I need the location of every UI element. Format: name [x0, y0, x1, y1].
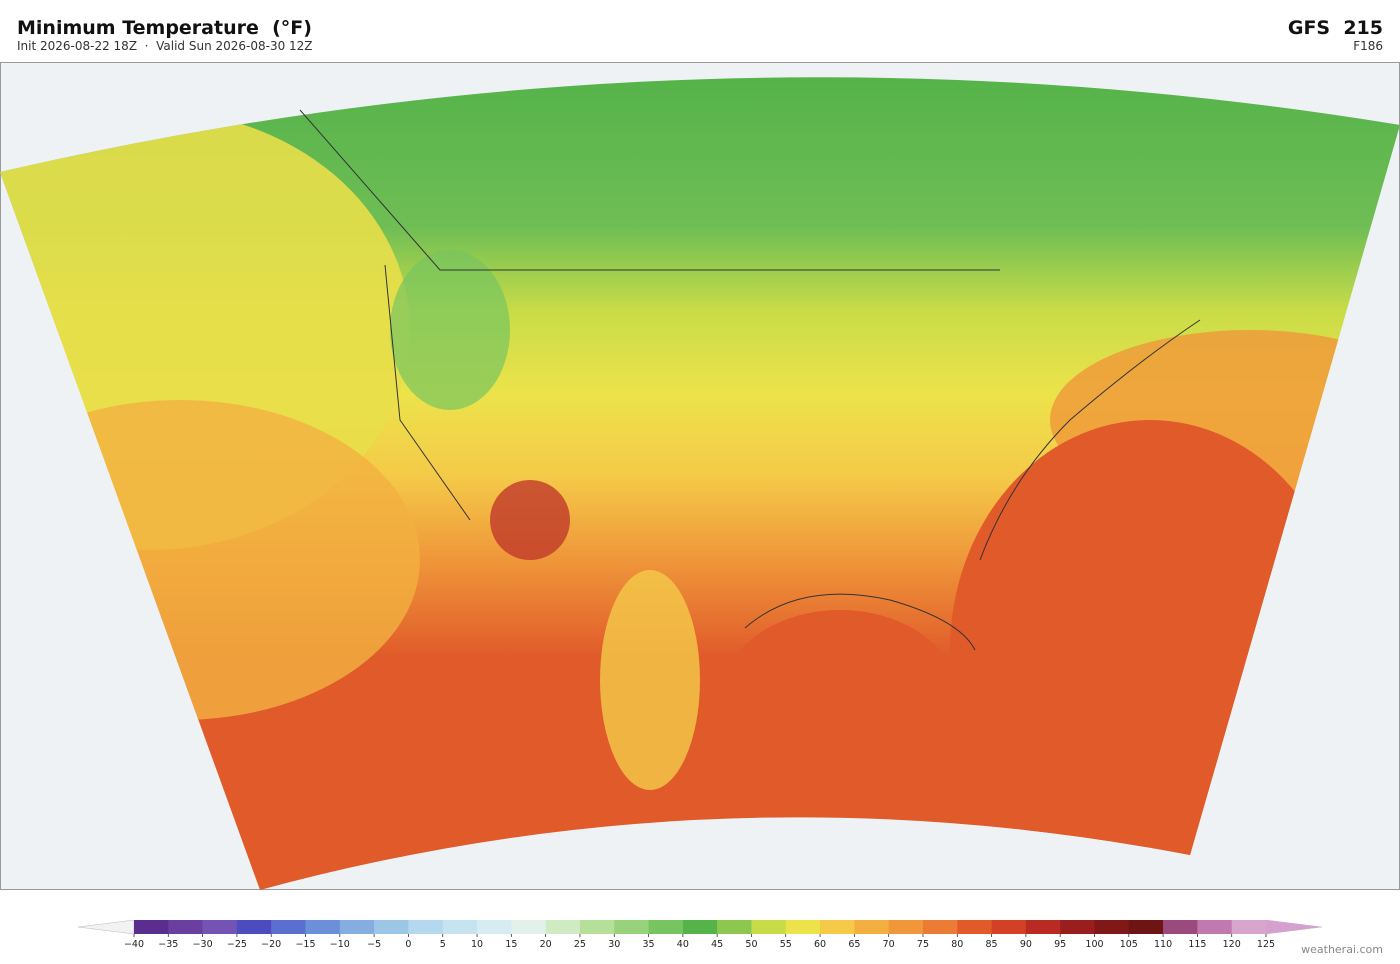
tick-label: 10 — [471, 939, 483, 950]
credit: weatherai.com — [1301, 943, 1383, 956]
tick-label: −15 — [295, 939, 315, 950]
over-triangle — [1265, 919, 1323, 935]
under-triangle — [77, 919, 135, 935]
tick-label: 40 — [677, 939, 689, 950]
color-bin — [717, 920, 752, 934]
tick-label: 80 — [951, 939, 963, 950]
color-bin — [511, 920, 546, 934]
tick-label: 60 — [814, 939, 826, 950]
color-bin — [785, 920, 821, 934]
color-bin — [477, 920, 512, 934]
color-bin — [888, 920, 924, 934]
color-bin — [408, 920, 444, 934]
color-bin — [545, 920, 581, 934]
tick-label: 65 — [848, 939, 860, 950]
color-bin — [271, 920, 306, 934]
tick-label: −10 — [330, 939, 350, 950]
color-bin — [751, 920, 787, 934]
color-bin — [579, 920, 615, 934]
tick-label: 25 — [574, 939, 586, 950]
color-bin — [1060, 920, 1095, 934]
color-bin — [134, 920, 169, 934]
tick-label: 100 — [1085, 939, 1103, 950]
color-bin — [442, 920, 478, 934]
color-bin — [236, 920, 272, 934]
tick-label: 75 — [917, 939, 929, 950]
tick-label: −25 — [227, 939, 247, 950]
color-bin — [374, 920, 409, 934]
tick-label: 70 — [883, 939, 895, 950]
tick-label: 0 — [405, 939, 411, 950]
tick-label: 110 — [1154, 939, 1172, 950]
tick-label: −30 — [193, 939, 213, 950]
tick-label: 105 — [1120, 939, 1138, 950]
tick-label: 45 — [711, 939, 723, 950]
map — [0, 62, 1400, 890]
color-bin — [820, 920, 855, 934]
tick-label: −35 — [158, 939, 178, 950]
color-bin — [1163, 920, 1198, 934]
tick-label: −5 — [367, 939, 381, 950]
forecast-hour: F186 — [1353, 39, 1383, 53]
color-bin — [1231, 920, 1267, 934]
color-bin — [957, 920, 992, 934]
color-bin — [168, 920, 203, 934]
colorbar: −40 −35 −30 −25 −20 −15 −10 −5 0 5 10 15 20 25 30 35 40 4… — [77, 919, 1323, 950]
color-bin — [614, 920, 649, 934]
title: Minimum Temperature (°F) — [17, 17, 312, 39]
color-bin — [682, 920, 718, 934]
color-bin — [202, 920, 238, 934]
color-bin — [305, 920, 341, 934]
tick-label: 15 — [505, 939, 517, 950]
color-bin — [1128, 920, 1164, 934]
color-bin — [339, 920, 375, 934]
color-bin — [991, 920, 1027, 934]
tick-label: 5 — [440, 939, 446, 950]
tick-label: 95 — [1054, 939, 1066, 950]
tick-label: 85 — [986, 939, 998, 950]
tick-label: 50 — [745, 939, 757, 950]
color-bin — [922, 920, 958, 934]
model: GFS 215 — [1288, 17, 1383, 39]
tick-label: 20 — [540, 939, 552, 950]
tick-label: −20 — [261, 939, 281, 950]
tick-label: 120 — [1223, 939, 1241, 950]
tick-label: −40 — [124, 939, 144, 950]
color-bin — [1025, 920, 1061, 934]
tick-label: 35 — [642, 939, 654, 950]
tick-label: 90 — [1020, 939, 1032, 950]
color-bin — [1094, 920, 1130, 934]
color-bin — [1197, 920, 1232, 934]
tick-label: 30 — [608, 939, 620, 950]
color-bin — [648, 920, 684, 934]
subtitle: Init 2026-08-22 18Z · Valid Sun 2026-08-… — [17, 39, 313, 53]
tick-label: 125 — [1257, 939, 1275, 950]
tick-label: 55 — [780, 939, 792, 950]
tick-label: 115 — [1188, 939, 1206, 950]
color-bin — [854, 920, 889, 934]
